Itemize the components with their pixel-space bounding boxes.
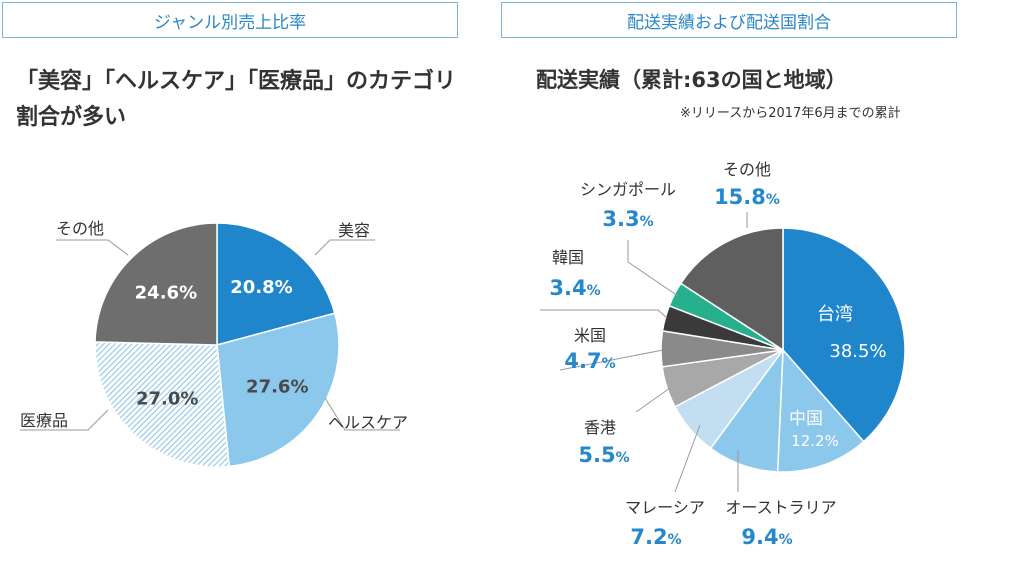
shipping-value-label-6: 4.7% bbox=[564, 349, 615, 373]
left-headline: 「美容」「ヘルスケア」「医療品」のカテゴリ 割合が多い bbox=[16, 64, 476, 136]
genre-leader-line-4 bbox=[56, 239, 129, 256]
shipping-leader-line-8 bbox=[627, 240, 679, 297]
right-heading: 配送実績（累計:63の国と地域） bbox=[536, 68, 847, 92]
genre-pie-slice-3 bbox=[94, 341, 231, 468]
shipping-inside-name-1: 台湾 bbox=[817, 304, 853, 325]
shipping-country-label-3: オーストラリア bbox=[725, 498, 836, 517]
left-headline-line2: 割合が多い bbox=[16, 105, 127, 130]
shipping-value-number-5: 5.5 bbox=[578, 443, 615, 467]
shipping-value-label-7: 3.4% bbox=[549, 276, 600, 300]
shipping-inside-pct-1: 38.5% bbox=[829, 341, 886, 362]
shipping-pie-chart: 台湾38.5%中国12.2%オーストラリア9.4%マレーシア7.2%香港5.5%… bbox=[540, 160, 906, 549]
tab-shipping-results[interactable]: 配送実績および配送国割合 bbox=[501, 2, 957, 38]
shipping-value-unit-9: % bbox=[766, 192, 780, 208]
shipping-value-number-9: 15.8 bbox=[714, 185, 766, 209]
genre-pie-slice-1 bbox=[216, 222, 336, 346]
shipping-country-label-7: 韓国 bbox=[552, 248, 584, 267]
tab-genre-sales[interactable]: ジャンル別売上比率 bbox=[2, 2, 458, 38]
left-headline-line1: 「美容」「ヘルスケア」「医療品」のカテゴリ bbox=[16, 69, 457, 94]
shipping-value-unit-4: % bbox=[668, 532, 682, 548]
shipping-value-unit-6: % bbox=[602, 356, 616, 372]
genre-pie-slice-4 bbox=[94, 222, 218, 346]
right-note: ※リリースから2017年6月までの累計 bbox=[680, 106, 901, 121]
shipping-pie-slice-9 bbox=[679, 227, 784, 352]
genre-pct-label-1: 20.8% bbox=[230, 277, 292, 298]
genre-pie-slice-2 bbox=[216, 312, 340, 468]
shipping-leader-line-7 bbox=[540, 309, 668, 319]
shipping-value-label-5: 5.5% bbox=[578, 443, 629, 467]
shipping-country-label-4: マレーシア bbox=[625, 498, 705, 517]
genre-category-label-3: 医療品 bbox=[20, 411, 68, 430]
genre-leader-line-2 bbox=[324, 397, 400, 431]
shipping-inside-name-2: 中国 bbox=[789, 409, 823, 429]
shipping-value-label-3: 9.4% bbox=[741, 525, 792, 549]
shipping-pie-slice-2 bbox=[776, 348, 865, 473]
shipping-pie-slice-1 bbox=[782, 227, 906, 443]
genre-leader-line-3 bbox=[20, 409, 109, 431]
shipping-value-number-6: 4.7 bbox=[564, 349, 601, 373]
genre-category-label-4: その他 bbox=[56, 219, 104, 238]
shipping-country-label-9: その他 bbox=[723, 160, 771, 179]
shipping-leader-line-5 bbox=[635, 387, 671, 413]
genre-category-label-2: ヘルスケア bbox=[328, 413, 408, 432]
shipping-value-label-9: 15.8% bbox=[714, 185, 780, 209]
genre-leader-line-1 bbox=[314, 239, 375, 256]
shipping-leader-line-6 bbox=[559, 349, 664, 371]
shipping-value-unit-7: % bbox=[587, 283, 601, 299]
genre-pct-label-4: 24.6% bbox=[135, 283, 197, 304]
shipping-value-label-4: 7.2% bbox=[630, 525, 681, 549]
shipping-inside-pct-2: 12.2% bbox=[791, 432, 839, 450]
shipping-country-label-6: 米国 bbox=[574, 326, 606, 345]
shipping-value-number-8: 3.3 bbox=[602, 207, 639, 231]
shipping-value-number-4: 7.2 bbox=[630, 525, 667, 549]
shipping-value-unit-3: % bbox=[779, 532, 793, 548]
genre-pct-label-2: 27.6% bbox=[246, 377, 308, 398]
genre-pct-label-3: 27.0% bbox=[136, 389, 198, 410]
shipping-leader-line-4 bbox=[674, 424, 701, 493]
shipping-value-unit-8: % bbox=[640, 214, 654, 230]
shipping-value-number-7: 3.4 bbox=[549, 276, 586, 300]
genre-category-label-1: 美容 bbox=[338, 221, 370, 240]
shipping-value-number-3: 9.4 bbox=[741, 525, 778, 549]
shipping-country-label-8: シンガポール bbox=[580, 180, 676, 199]
shipping-value-label-8: 3.3% bbox=[602, 207, 653, 231]
shipping-value-unit-5: % bbox=[616, 450, 630, 466]
shipping-country-label-5: 香港 bbox=[584, 418, 616, 437]
